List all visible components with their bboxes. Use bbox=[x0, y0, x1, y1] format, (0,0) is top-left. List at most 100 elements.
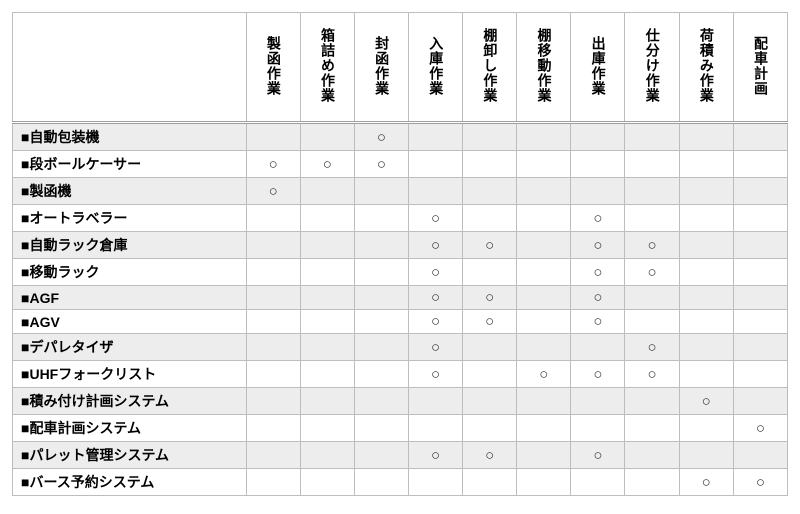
matrix-cell bbox=[246, 286, 300, 310]
matrix-cell bbox=[517, 123, 571, 151]
matrix-cell bbox=[300, 415, 354, 442]
matrix-cell bbox=[517, 178, 571, 205]
matrix-cell: ○ bbox=[625, 361, 679, 388]
matrix-cell bbox=[733, 205, 787, 232]
table-row: ■配車計画システム○ bbox=[13, 415, 788, 442]
matrix-cell bbox=[625, 286, 679, 310]
row-header: ■段ボールケーサー bbox=[13, 151, 247, 178]
matrix-cell bbox=[300, 232, 354, 259]
matrix-cell bbox=[246, 442, 300, 469]
row-header: ■デパレタイザ bbox=[13, 334, 247, 361]
matrix-cell bbox=[246, 361, 300, 388]
matrix-cell: ○ bbox=[625, 259, 679, 286]
matrix-cell bbox=[354, 232, 408, 259]
column-header-label: 封函作業 bbox=[374, 36, 389, 96]
matrix-cell bbox=[408, 178, 462, 205]
matrix-cell bbox=[733, 442, 787, 469]
table-row: ■段ボールケーサー○○○ bbox=[13, 151, 788, 178]
equipment-operation-matrix: 製函作業箱詰め作業封函作業入庫作業棚卸し作業棚移動作業出庫作業仕分け作業荷積み作… bbox=[12, 12, 788, 496]
row-header: ■バース予約システム bbox=[13, 469, 247, 496]
row-header: ■配車計画システム bbox=[13, 415, 247, 442]
column-header: 箱詰め作業 bbox=[300, 13, 354, 123]
matrix-cell bbox=[246, 205, 300, 232]
matrix-cell bbox=[733, 151, 787, 178]
matrix-cell bbox=[246, 334, 300, 361]
matrix-cell: ○ bbox=[571, 361, 625, 388]
matrix-cell bbox=[246, 123, 300, 151]
matrix-cell bbox=[571, 469, 625, 496]
matrix-cell bbox=[354, 259, 408, 286]
table-row: ■自動包装機○ bbox=[13, 123, 788, 151]
column-header: 棚移動作業 bbox=[517, 13, 571, 123]
matrix-cell bbox=[733, 334, 787, 361]
matrix-cell bbox=[625, 388, 679, 415]
matrix-cell: ○ bbox=[408, 259, 462, 286]
matrix-cell bbox=[679, 205, 733, 232]
matrix-cell bbox=[679, 334, 733, 361]
matrix-cell bbox=[408, 469, 462, 496]
column-header-label: 箱詰め作業 bbox=[320, 28, 335, 103]
matrix-cell bbox=[463, 415, 517, 442]
row-header: ■AGV bbox=[13, 310, 247, 334]
matrix-cell bbox=[517, 151, 571, 178]
matrix-cell: ○ bbox=[679, 388, 733, 415]
column-header: 荷積み作業 bbox=[679, 13, 733, 123]
matrix-cell bbox=[408, 388, 462, 415]
matrix-cell: ○ bbox=[408, 334, 462, 361]
column-header: 封函作業 bbox=[354, 13, 408, 123]
matrix-cell bbox=[625, 123, 679, 151]
matrix-cell bbox=[679, 361, 733, 388]
matrix-cell: ○ bbox=[571, 286, 625, 310]
matrix-cell bbox=[733, 388, 787, 415]
matrix-cell: ○ bbox=[408, 310, 462, 334]
matrix-cell bbox=[571, 388, 625, 415]
matrix-cell bbox=[517, 388, 571, 415]
matrix-cell bbox=[463, 334, 517, 361]
matrix-cell bbox=[733, 310, 787, 334]
matrix-cell bbox=[300, 334, 354, 361]
matrix-cell: ○ bbox=[463, 310, 517, 334]
row-header: ■自動ラック倉庫 bbox=[13, 232, 247, 259]
row-header: ■製函機 bbox=[13, 178, 247, 205]
matrix-cell: ○ bbox=[408, 205, 462, 232]
matrix-cell bbox=[408, 123, 462, 151]
matrix-cell bbox=[517, 205, 571, 232]
matrix-cell bbox=[354, 361, 408, 388]
table-row: ■デパレタイザ○○ bbox=[13, 334, 788, 361]
matrix-cell bbox=[300, 310, 354, 334]
matrix-cell bbox=[300, 178, 354, 205]
column-header: 入庫作業 bbox=[408, 13, 462, 123]
matrix-cell bbox=[463, 123, 517, 151]
matrix-cell bbox=[246, 388, 300, 415]
row-header: ■AGF bbox=[13, 286, 247, 310]
matrix-cell bbox=[354, 310, 408, 334]
matrix-cell bbox=[517, 286, 571, 310]
matrix-cell bbox=[300, 205, 354, 232]
matrix-cell bbox=[625, 151, 679, 178]
matrix-cell bbox=[354, 178, 408, 205]
matrix-cell bbox=[246, 415, 300, 442]
matrix-cell bbox=[733, 178, 787, 205]
matrix-cell bbox=[246, 310, 300, 334]
matrix-cell bbox=[679, 286, 733, 310]
matrix-cell: ○ bbox=[246, 151, 300, 178]
matrix-cell bbox=[679, 415, 733, 442]
column-header: 配車計画 bbox=[733, 13, 787, 123]
matrix-cell: ○ bbox=[354, 151, 408, 178]
matrix-cell bbox=[625, 442, 679, 469]
corner-cell bbox=[13, 13, 247, 123]
matrix-cell bbox=[517, 469, 571, 496]
matrix-cell bbox=[246, 469, 300, 496]
matrix-cell bbox=[517, 415, 571, 442]
matrix-cell bbox=[463, 151, 517, 178]
matrix-cell bbox=[625, 310, 679, 334]
matrix-cell bbox=[571, 334, 625, 361]
column-header-label: 出庫作業 bbox=[590, 36, 605, 96]
column-header: 出庫作業 bbox=[571, 13, 625, 123]
matrix-cell bbox=[517, 310, 571, 334]
matrix-cell: ○ bbox=[571, 232, 625, 259]
matrix-cell bbox=[571, 415, 625, 442]
matrix-cell: ○ bbox=[463, 232, 517, 259]
matrix-cell bbox=[354, 205, 408, 232]
matrix-cell bbox=[354, 442, 408, 469]
